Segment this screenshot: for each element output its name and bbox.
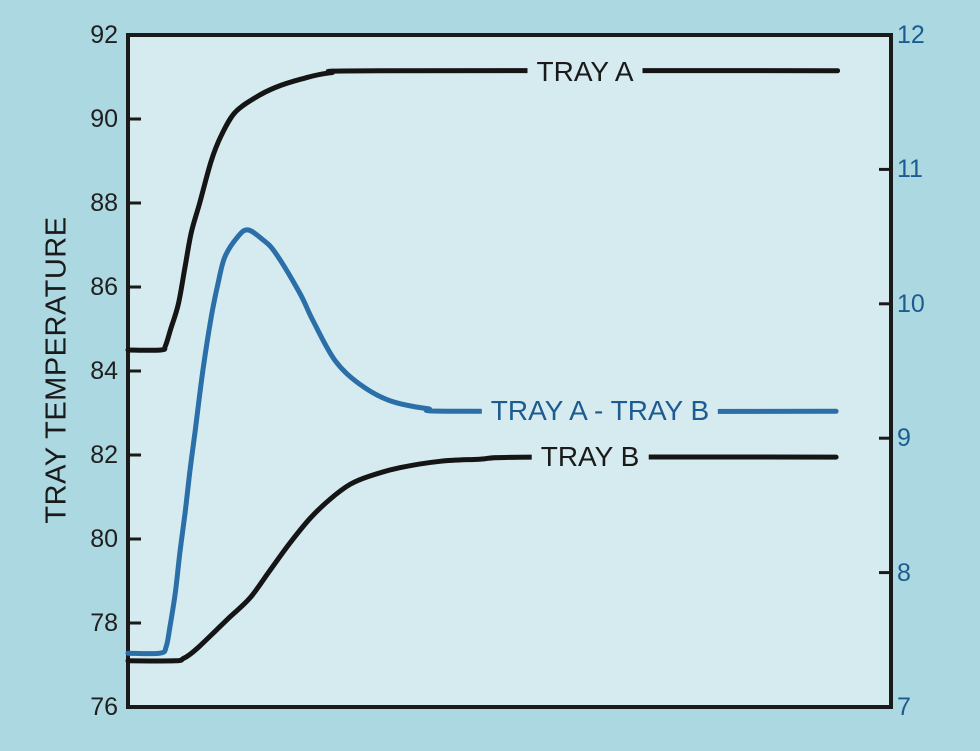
series-curve-2 xyxy=(125,227,839,657)
right-axis-tick-label: 10 xyxy=(897,289,925,318)
series-label-tray-a-minus-tray-b: TRAY A - TRAY B xyxy=(481,394,719,428)
right-axis-tick-label: 7 xyxy=(897,693,911,721)
right-axis-tick-label: 11 xyxy=(897,155,923,184)
series-curve-0 xyxy=(125,68,841,353)
left-axis-tick-label: 80 xyxy=(90,525,118,553)
left-axis-tick-label: 78 xyxy=(90,609,118,637)
right-axis-tick-label: 8 xyxy=(897,558,911,587)
left-axis-tick-label: 92 xyxy=(90,21,118,49)
left-axis-tick-label: 76 xyxy=(90,693,118,721)
left-axis-tick-label: 84 xyxy=(90,357,118,385)
left-axis-tick-label: 90 xyxy=(90,105,118,133)
right-axis-tick-label: 9 xyxy=(897,424,911,453)
series-label-tray-b: TRAY B xyxy=(531,440,649,474)
series-curve-1 xyxy=(125,454,839,664)
right-axis-tick-label: 12 xyxy=(897,21,925,49)
left-axis-tick-label: 88 xyxy=(90,189,118,217)
left-axis-tick-label: 82 xyxy=(90,441,118,469)
left-axis-tick-label: 86 xyxy=(90,273,118,301)
series-label-tray-a: TRAY A xyxy=(527,55,643,89)
